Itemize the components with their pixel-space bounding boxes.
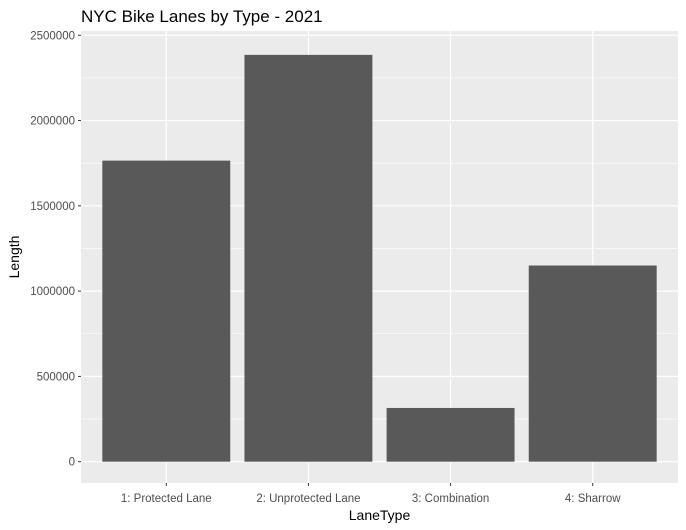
bar [386,407,515,462]
y-tick-label: 1500000 [30,201,75,213]
x-axis: 1: Protected Lane 2: Unprotected Lane 3: C… [121,483,621,505]
y-axis: 0 500000 1000000 1500000 2000000 2500000 [30,30,81,469]
bar [102,160,231,462]
y-tick-label: 0 [69,457,75,469]
y-tick-label: 2000000 [30,116,75,128]
y-tick-label: 500000 [37,371,75,383]
y-tick-label: 2500000 [30,30,75,42]
bar [244,54,373,462]
y-axis-title: Length [6,236,22,279]
x-tick-label: 1: Protected Lane [121,493,212,505]
x-axis-title: LaneType [349,507,411,523]
bar [528,265,657,462]
y-tick-label: 1000000 [30,286,75,298]
x-tick-label: 3: Combination [412,493,489,505]
bars [102,54,657,462]
x-tick-label: 4: Sharrow [565,493,621,505]
x-tick-label: 2: Unprotected Lane [256,493,360,505]
chart-title: NYC Bike Lanes by Type - 2021 [81,7,323,26]
